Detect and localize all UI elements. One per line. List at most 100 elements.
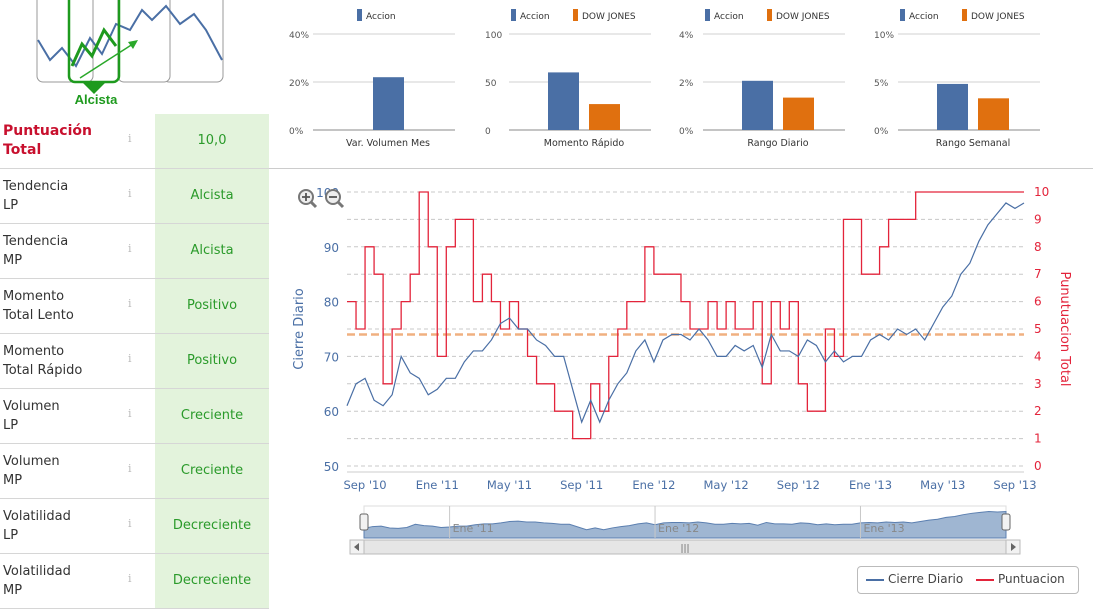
mini-tick-label: 0% <box>874 127 889 137</box>
mini-bar[interactable] <box>548 72 579 130</box>
info-icon[interactable]: i <box>128 462 132 475</box>
zoom-in-icon[interactable] <box>298 189 318 209</box>
navigator-handle-right[interactable] <box>1001 513 1011 531</box>
info-icon[interactable]: i <box>128 572 132 585</box>
mini-legend-label[interactable]: Accion <box>366 12 396 22</box>
series-line-cierre[interactable] <box>346 202 1025 425</box>
mini-legend-swatch <box>511 9 516 21</box>
mini-tick-label: 50 <box>485 79 497 89</box>
score-row-label-line2: Total Lento <box>3 308 74 323</box>
trend-pointer-icon <box>82 82 106 94</box>
mini-legend-swatch <box>962 9 967 21</box>
mini-chart: 40% 20% 0% Accion Var. Volumen Mes <box>289 9 455 149</box>
mini-bar[interactable] <box>742 80 773 130</box>
scroll-right-arrow-icon[interactable] <box>1011 543 1016 551</box>
score-row: Puntuación Total i 10,0 <box>0 114 269 169</box>
score-row: Volatilidad LP i Decreciente <box>0 499 269 554</box>
series-line-puntuacion[interactable] <box>347 191 1024 440</box>
score-row-label-line2: MP <box>3 583 23 598</box>
info-icon[interactable]: i <box>128 242 132 255</box>
x-tick-label: Sep '13 <box>993 478 1036 492</box>
score-row-value: Alcista <box>155 169 269 223</box>
chart-legend[interactable]: Cierre Diario Puntuacion <box>857 566 1079 594</box>
x-tick-label: Sep '12 <box>777 478 820 492</box>
info-icon[interactable]: i <box>128 187 132 200</box>
score-row-label: Volumen LP <box>3 397 123 435</box>
mini-legend-label[interactable]: DOW JONES <box>971 12 1025 22</box>
legend-line-cierre <box>866 579 884 581</box>
mini-tick-label: 2% <box>679 79 694 89</box>
score-row-value: Creciente <box>155 389 269 443</box>
y2-tick-label: 6 <box>1034 295 1042 309</box>
mini-bar[interactable] <box>783 97 814 130</box>
legend-item-puntuacion[interactable]: Puntuacion <box>998 572 1065 586</box>
score-row-value: Alcista <box>155 224 269 278</box>
navigator-handle-left[interactable] <box>359 513 369 531</box>
info-icon[interactable]: i <box>128 407 132 420</box>
mini-legend-label[interactable]: Accion <box>714 12 744 22</box>
y-tick-label: 70 <box>324 350 339 364</box>
trend-thumbnail-icon[interactable] <box>30 0 260 100</box>
x-tick-label: Sep '11 <box>560 478 603 492</box>
mini-tick-label: 40% <box>289 31 309 41</box>
score-row-label: Puntuación Total <box>3 122 123 160</box>
info-icon[interactable]: i <box>128 132 132 145</box>
score-row-label: Momento Total Rápido <box>3 342 123 380</box>
x-tick-label: May '12 <box>704 478 749 492</box>
navigator-label: Ene '12 <box>658 522 699 535</box>
score-row-label-line1: Momento <box>3 289 65 304</box>
y2-axis-title: Punutuacion Total <box>1057 271 1072 386</box>
score-row-value: Creciente <box>155 444 269 498</box>
y2-tick-label: 9 <box>1034 212 1042 226</box>
mini-bar[interactable] <box>978 98 1009 130</box>
score-row-value: 10,0 <box>155 114 269 168</box>
y2-tick-label: 4 <box>1034 349 1042 363</box>
mini-chart-title: Momento Rápido <box>544 138 625 149</box>
scroll-left-arrow-icon[interactable] <box>354 543 359 551</box>
score-row: Volatilidad MP i Decreciente <box>0 554 269 609</box>
score-row-value: Decreciente <box>155 499 269 553</box>
y2-tick-label: 10 <box>1034 185 1049 199</box>
mini-chart-title: Rango Semanal <box>936 138 1011 149</box>
score-row-label-line1: Volumen <box>3 454 60 469</box>
mini-tick-label: 0% <box>289 127 304 137</box>
mini-legend-label[interactable]: Accion <box>909 12 939 22</box>
legend-line-puntuacion <box>976 579 994 581</box>
y-tick-label: 80 <box>324 296 339 310</box>
score-row-label-line1: Volatilidad <box>3 509 71 524</box>
trend-green-line-icon <box>70 27 118 67</box>
info-icon[interactable]: i <box>128 352 132 365</box>
x-tick-label: Sep '10 <box>343 478 386 492</box>
y-tick-label: 90 <box>324 241 339 255</box>
legend-item-cierre[interactable]: Cierre Diario <box>888 572 964 586</box>
info-icon[interactable]: i <box>128 517 132 530</box>
scrollbar[interactable]: ||| <box>349 539 1021 555</box>
trend-card-back-left <box>36 0 94 83</box>
mini-chart-title: Var. Volumen Mes <box>346 138 430 149</box>
zoom-out-icon[interactable] <box>325 189 345 209</box>
scrollbar-thumb[interactable] <box>363 539 1007 555</box>
mini-bar[interactable] <box>589 104 620 130</box>
score-row: Volumen MP i Creciente <box>0 444 269 499</box>
score-row-value: Positivo <box>155 279 269 333</box>
info-icon[interactable]: i <box>128 297 132 310</box>
mini-legend-label[interactable]: DOW JONES <box>582 12 636 22</box>
score-row-label-line1: Volumen <box>3 399 60 414</box>
y2-tick-label: 7 <box>1034 267 1042 281</box>
mini-bar[interactable] <box>373 77 404 130</box>
navigator-area <box>363 510 1007 539</box>
mini-bar[interactable] <box>937 83 968 130</box>
y2-tick-label: 8 <box>1034 240 1042 254</box>
mini-legend-swatch <box>573 9 578 21</box>
score-row-label: Tendencia LP <box>3 177 123 215</box>
x-tick-label: Ene '11 <box>416 478 459 492</box>
mini-legend-label[interactable]: DOW JONES <box>776 12 830 22</box>
mini-legend-label[interactable]: Accion <box>520 12 550 22</box>
mini-tick-label: 10% <box>874 31 894 41</box>
navigator[interactable]: Ene '11 Ene '12 Ene '13 <box>359 505 1011 539</box>
score-row-label: Volatilidad MP <box>3 562 123 600</box>
trend-arrowhead-icon <box>128 40 138 49</box>
score-row: Tendencia MP i Alcista <box>0 224 269 279</box>
score-row-label: Volatilidad LP <box>3 507 123 545</box>
